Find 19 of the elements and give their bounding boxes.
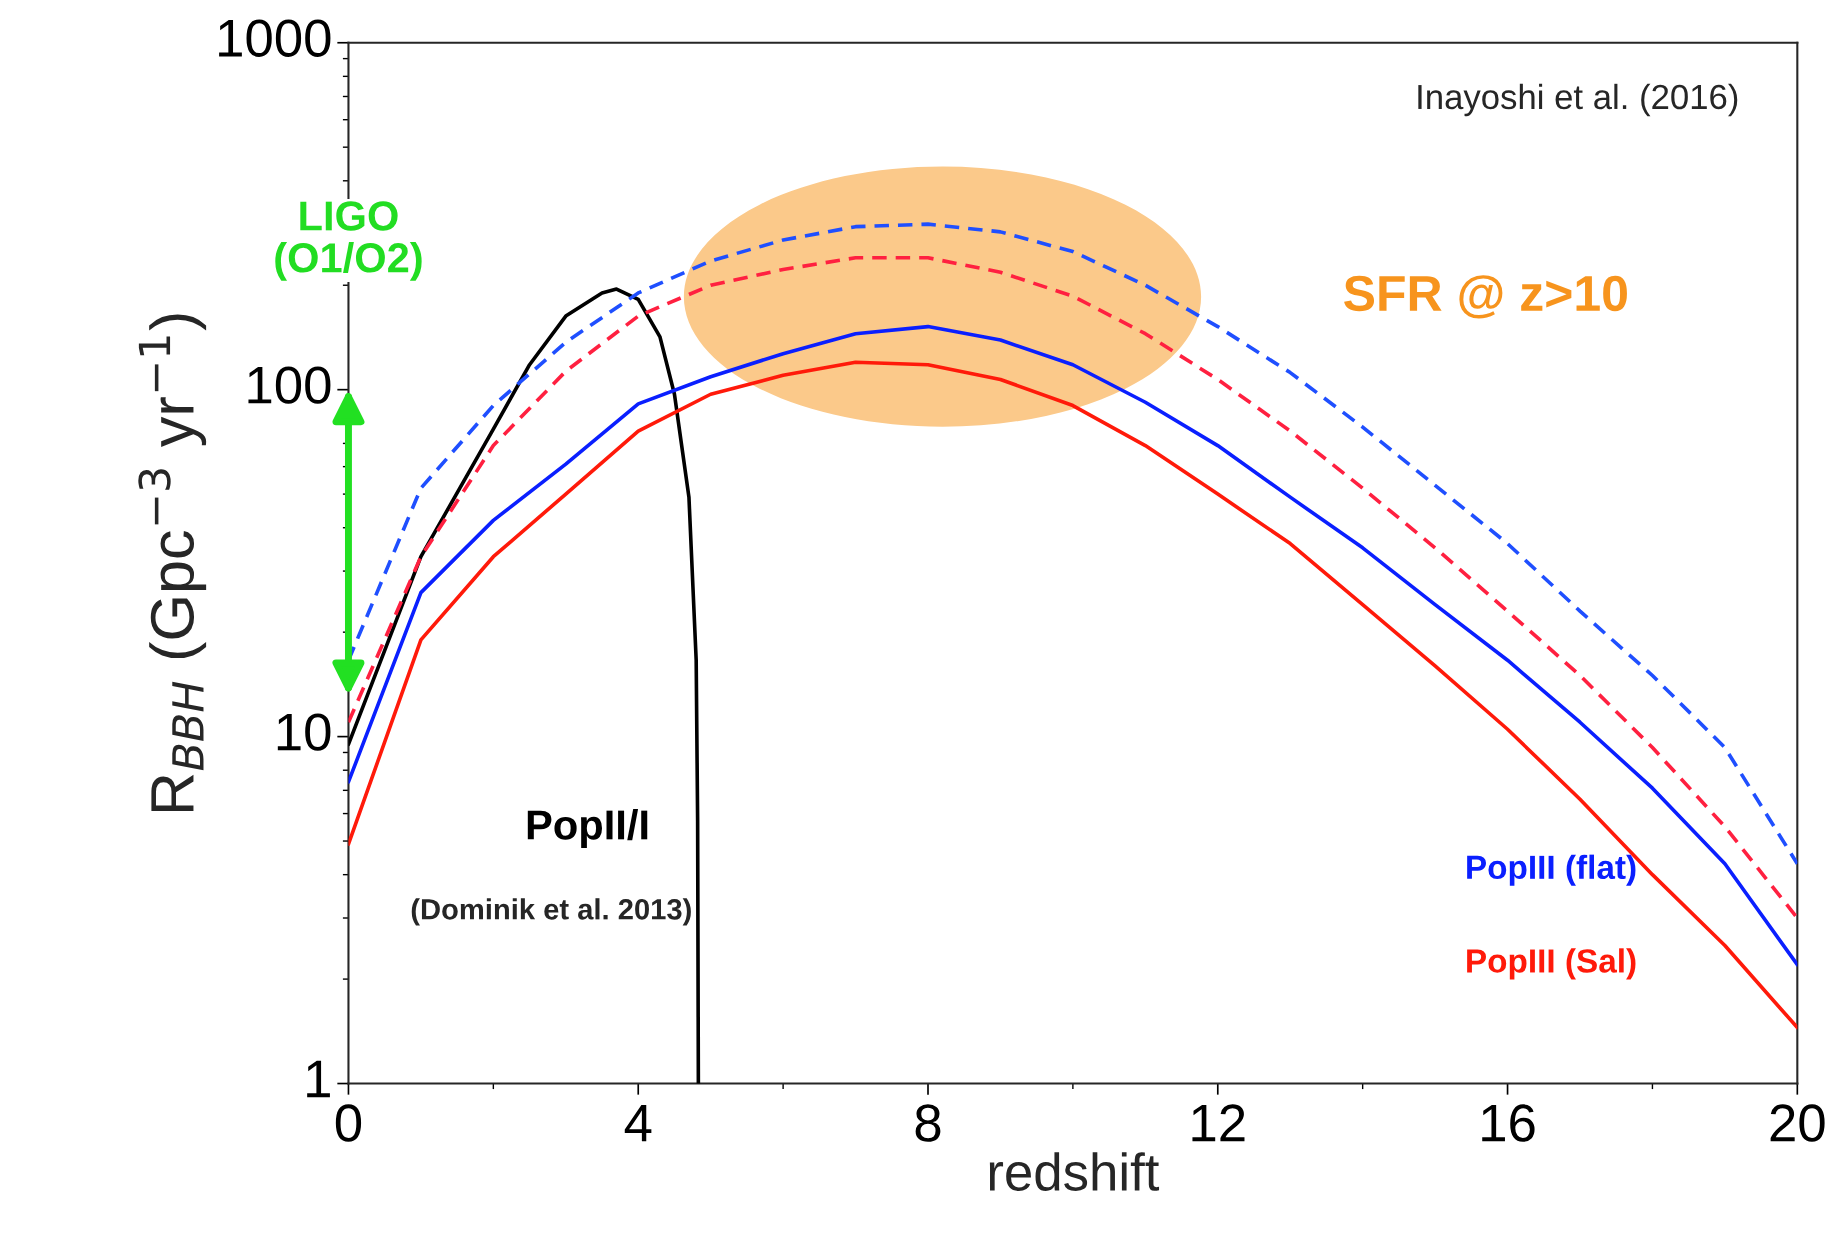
x-tick-label: 0 bbox=[335, 1104, 362, 1142]
series-label: PopIII (flat) bbox=[1467, 854, 1636, 886]
annotation: SFR @ z>10 bbox=[1344, 275, 1627, 319]
annotation: LIGO (O1/O2) bbox=[275, 201, 422, 281]
y-tick-label: 10 bbox=[277, 713, 331, 751]
series-label: PopII/I bbox=[527, 809, 648, 848]
x-tick-label: 8 bbox=[915, 1104, 941, 1142]
x-tick-label: 12 bbox=[1192, 1104, 1245, 1142]
y-tick-label: 1000 bbox=[219, 19, 331, 57]
x-tick-label: 4 bbox=[624, 1104, 652, 1142]
y-axis-title: R$_{BBH}$ (Gpc$^{−3}$ yr$^{−1}$) bbox=[138, 314, 207, 812]
annotation: Inayoshi et al. (2016) bbox=[1418, 83, 1738, 117]
x-tick-label: 20 bbox=[1770, 1104, 1825, 1142]
annotation: (Dominik et al. 2013) bbox=[411, 898, 691, 926]
series-label: PopIII (Sal) bbox=[1467, 948, 1636, 980]
y-tick-label: 1 bbox=[307, 1060, 330, 1098]
x-tick-label: 16 bbox=[1482, 1104, 1535, 1142]
y-tick-label: 100 bbox=[248, 366, 331, 404]
x-axis-title: redshift bbox=[989, 1152, 1160, 1191]
